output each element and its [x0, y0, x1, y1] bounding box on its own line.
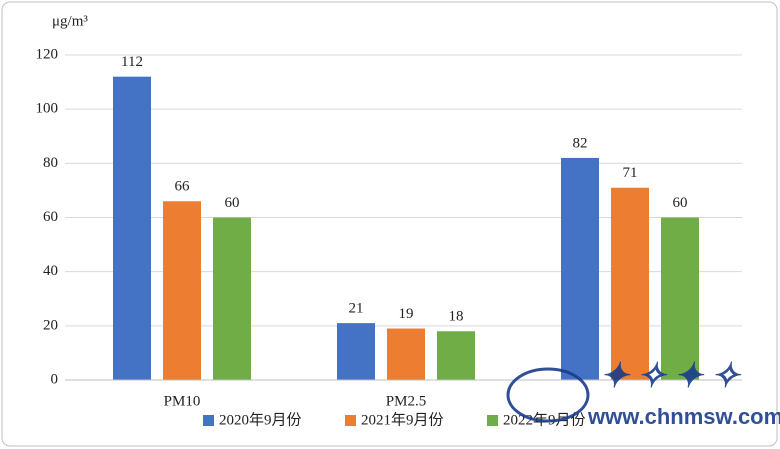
bar [611, 187, 649, 380]
value-label: 60 [225, 195, 240, 211]
value-label: 18 [449, 309, 464, 325]
legend-label: 2020年9月份 [219, 411, 302, 428]
value-label: 60 [673, 195, 688, 211]
legend-label: 2021年9月份 [361, 411, 444, 428]
value-label: 66 [175, 179, 191, 195]
legend-swatch [203, 415, 214, 426]
plot: 0 20 40 60 80 100 120 PM10 112 66 60 PM2.5 21 19 18 82 7… [36, 46, 742, 428]
bar [113, 76, 151, 381]
y-axis-label: μg/m³ [52, 13, 88, 29]
bar [561, 157, 599, 380]
bar [213, 217, 251, 380]
bar [437, 331, 475, 380]
value-label: 112 [121, 54, 143, 70]
watermark-url: www.chnmsw.com [587, 404, 780, 429]
y-tick-label: 120 [36, 46, 59, 62]
watermark: ✦ ✧ ✦ ✧ www.chnmsw.com [506, 358, 780, 429]
y-tick-label: 60 [43, 209, 58, 225]
x-tick-label: PM10 [164, 393, 201, 409]
watermark-logo [506, 367, 590, 423]
legend-swatch [487, 415, 498, 426]
bar [337, 323, 375, 380]
bar [387, 328, 425, 380]
legend-swatch [345, 415, 356, 426]
y-tick-label: 40 [43, 263, 58, 279]
bar [661, 217, 699, 380]
y-tick-label: 80 [43, 155, 58, 171]
value-label: 82 [573, 135, 588, 151]
bar [163, 201, 201, 380]
y-tick-label: 100 [36, 101, 59, 117]
y-tick-label: 0 [51, 371, 59, 387]
value-label: 71 [623, 165, 638, 181]
y-tick-label: 20 [43, 317, 58, 333]
watermark-glyphs: ✦ ✧ ✦ ✧ [600, 358, 742, 395]
x-tick-label: PM2.5 [386, 393, 426, 409]
value-label: 19 [399, 306, 414, 322]
value-label: 21 [349, 301, 364, 317]
